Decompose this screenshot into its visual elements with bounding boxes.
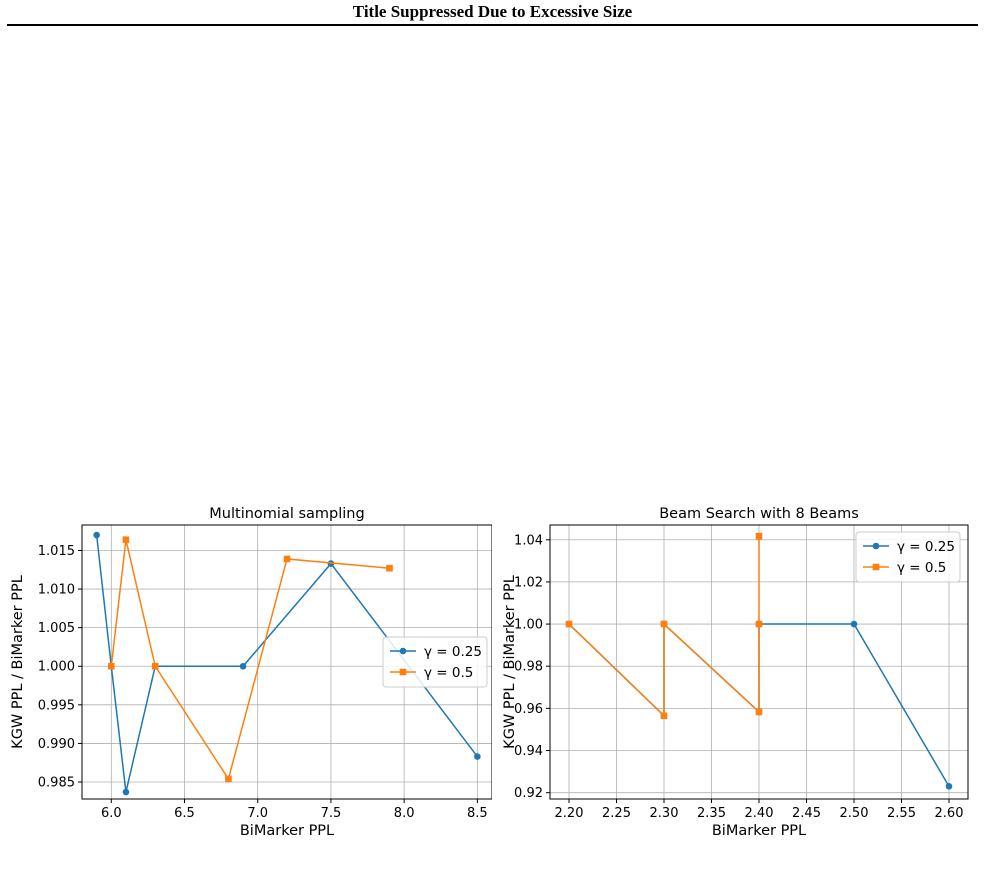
x-tick-label: 2.60	[935, 806, 964, 821]
data-point	[122, 536, 130, 543]
y-tick-label: 1.04	[514, 533, 543, 548]
data-point	[93, 531, 100, 539]
y-tick-label: 1.010	[38, 583, 75, 598]
y-tick-label: 1.015	[38, 544, 75, 559]
legend-marker	[872, 542, 880, 550]
legend-label: γ = 0.25	[897, 539, 955, 555]
data-point	[474, 753, 481, 760]
legend-label: γ = 0.5	[424, 665, 473, 681]
data-point	[660, 620, 668, 628]
x-tick-label: 2.45	[792, 806, 821, 821]
y-tick-label: 0.98	[514, 660, 543, 675]
legend-marker	[872, 563, 880, 571]
data-point	[565, 620, 573, 628]
x-tick-label: 8.5	[467, 806, 488, 821]
data-point	[850, 620, 858, 628]
x-tick-label: 2.50	[840, 806, 869, 821]
legend-label: γ = 0.25	[424, 644, 482, 660]
y-tick-label: 0.985	[38, 776, 75, 791]
legend-label: γ = 0.5	[897, 560, 946, 576]
y-tick-label: 0.92	[514, 786, 543, 801]
data-point	[755, 708, 763, 716]
x-tick-label: 7.5	[321, 806, 342, 821]
x-axis-label: BiMarker PPL	[240, 823, 334, 839]
series-line	[568, 536, 760, 718]
chart-title: Multinomial sampling	[209, 506, 364, 522]
x-tick-label: 2.35	[697, 806, 726, 821]
y-tick-label: 1.005	[38, 621, 75, 636]
y-tick-label: 0.995	[38, 698, 75, 713]
legend-box	[382, 636, 488, 688]
data-point	[151, 662, 159, 670]
axes-frame	[81, 524, 492, 800]
legend: γ = 0.25 γ = 0.5	[382, 636, 488, 688]
data-point	[386, 564, 393, 572]
y-tick-label: 1.00	[514, 618, 543, 633]
data-point	[660, 712, 668, 720]
data-point	[755, 532, 763, 540]
x-tick-label: 6.5	[174, 806, 195, 821]
legend-marker	[399, 668, 407, 676]
data-point	[225, 775, 232, 783]
data-point	[122, 788, 130, 796]
data-point	[945, 783, 953, 790]
chart-title: Beam Search with 8 Beams	[659, 506, 859, 522]
x-tick-label: 2.55	[887, 806, 916, 821]
legend: γ = 0.25 γ = 0.5	[855, 531, 961, 583]
legend-marker	[399, 647, 407, 655]
y-tick-label: 0.96	[514, 702, 543, 717]
x-tick-label: 2.25	[602, 806, 631, 821]
y-tick-label: 1.000	[38, 660, 75, 675]
series-line	[110, 539, 390, 781]
x-tick-label: 8.0	[394, 806, 415, 821]
chart-beam-search: 2.20 2.25 2.30 2.35 2.40 2.45 2.50 2.55 2.60 0.92…	[502, 506, 969, 839]
chart-multinomial-sampling: 6.0 6.5 7.0 7.5 8.0 8.5 0.985 0.990 0.995 1.000 1.…	[10, 506, 492, 839]
y-axis-label: KGW PPL / BiMarker PPL	[502, 575, 518, 749]
axes-frame	[549, 524, 969, 800]
y-axis-label: KGW PPL / BiMarker PPL	[10, 575, 26, 749]
legend-box	[855, 531, 961, 583]
y-tick-label: 1.02	[514, 575, 543, 590]
x-tick-label: 2.40	[745, 806, 774, 821]
x-tick-label: 2.20	[555, 806, 584, 821]
header-rule	[7, 24, 978, 26]
data-point	[107, 662, 115, 670]
page-header-title: Title Suppressed Due to Excessive Size	[352, 2, 633, 21]
y-tick-label: 0.94	[514, 744, 543, 759]
x-tick-label: 6.0	[101, 806, 122, 821]
x-tick-label: 7.0	[247, 806, 268, 821]
data-point	[283, 555, 291, 563]
x-tick-label: 2.30	[650, 806, 679, 821]
data-point	[755, 620, 763, 628]
data-point	[239, 662, 247, 670]
y-tick-label: 0.990	[38, 737, 75, 752]
x-axis-label: BiMarker PPL	[712, 823, 806, 839]
